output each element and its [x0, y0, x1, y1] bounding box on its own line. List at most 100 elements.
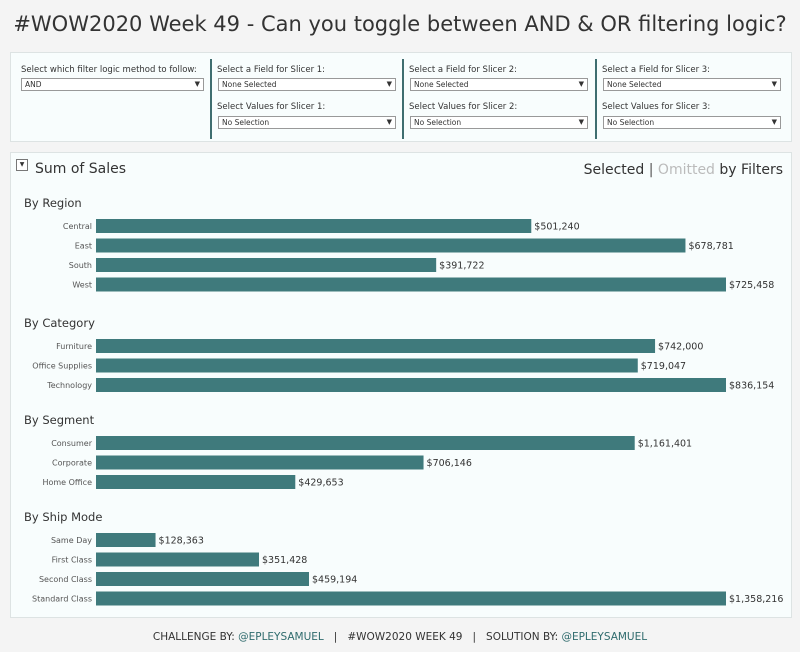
category-label: Furniture	[56, 342, 92, 351]
slicer-1-field-select[interactable]: None Selected ▼	[218, 78, 396, 91]
category-label: West	[72, 281, 92, 290]
category-label: Consumer	[51, 439, 93, 448]
legend-selected: Selected	[583, 162, 645, 178]
bar	[96, 455, 424, 470]
bar	[96, 358, 638, 373]
chart-panel: ▼ Sum of Sales Selected | Omitted by Fil…	[10, 152, 792, 618]
slicer-1-field-label: Select a Field for Slicer 1:	[217, 65, 326, 75]
bar	[96, 219, 532, 233]
category-label: Home Office	[42, 478, 92, 487]
chevron-down-icon: ▼	[771, 80, 777, 88]
chevron-down-icon: ▼	[194, 80, 200, 88]
slicer-2-field-label: Select a Field for Slicer 2:	[409, 65, 518, 75]
slicer-1-values-value: No Selection	[222, 118, 270, 127]
footer-solution-label: SOLUTION BY:	[486, 631, 562, 643]
category-label: Central	[63, 222, 92, 231]
divider	[595, 59, 597, 139]
slicer-1-values-select[interactable]: No Selection ▼	[218, 116, 396, 129]
category-label: East	[75, 242, 92, 251]
slicer-3-field-value: None Selected	[607, 80, 662, 89]
slicer-3-field-select[interactable]: None Selected ▼	[603, 78, 781, 91]
bar	[96, 572, 309, 586]
data-label: $706,146	[427, 458, 472, 469]
chevron-down-icon: ▼	[386, 80, 392, 88]
data-label: $836,154	[729, 381, 774, 392]
bar-charts: By Region Central $501,240 East $678,781 Sout…	[24, 196, 783, 606]
footer-separator: |	[462, 631, 487, 643]
footer-week: #WOW2020 WEEK 49	[347, 631, 463, 643]
bar	[96, 475, 296, 489]
slicer-2-values-label: Select Values for Slicer 2:	[409, 102, 518, 112]
bar	[96, 552, 260, 567]
chevron-down-icon: ▼	[578, 118, 584, 126]
bar	[96, 258, 437, 272]
data-label: $1,161,401	[638, 439, 692, 450]
slicer-3-field-label: Select a Field for Slicer 3:	[602, 65, 711, 75]
slicer-2-values-select[interactable]: No Selection ▼	[410, 116, 588, 129]
footer: CHALLENGE BY: @EPLEYSAMUEL | #WOW2020 WE…	[0, 631, 800, 643]
divider	[210, 59, 212, 139]
data-label: $742,000	[658, 342, 703, 353]
footer-separator: |	[323, 631, 348, 643]
data-label: $459,194	[312, 575, 357, 586]
section-title: By Category	[24, 316, 95, 330]
slicer-1-group: Select a Field for Slicer 1: None Select…	[217, 53, 403, 141]
footer-challenge-handle[interactable]: @EPLEYSAMUEL	[238, 631, 324, 643]
bar	[96, 591, 726, 606]
category-label: South	[69, 261, 92, 270]
slicer-3-group: Select a Field for Slicer 3: None Select…	[602, 53, 788, 141]
slicer-2-field-select[interactable]: None Selected ▼	[410, 78, 588, 91]
filter-bar: Select which filter logic method to foll…	[10, 52, 792, 142]
legend-separator: |	[648, 162, 654, 178]
slicer-2-values-value: No Selection	[414, 118, 462, 127]
category-label: Same Day	[51, 536, 92, 545]
bar	[96, 238, 686, 253]
slicer-1-field-value: None Selected	[222, 80, 277, 89]
category-label: Standard Class	[32, 595, 92, 604]
bar	[96, 339, 656, 353]
slicer-3-values-label: Select Values for Slicer 3:	[602, 102, 711, 112]
section-title: By Segment	[24, 413, 95, 427]
category-label: First Class	[52, 556, 92, 565]
legend-suffix: by Filters	[719, 162, 783, 178]
divider	[402, 59, 404, 139]
filter-legend: Selected | Omitted by Filters	[584, 162, 783, 178]
filter-logic-label: Select which filter logic method to foll…	[21, 65, 197, 75]
category-label: Technology	[46, 381, 92, 390]
chevron-down-icon: ▼	[578, 80, 584, 88]
slicer-3-values-select[interactable]: No Selection ▼	[603, 116, 781, 129]
chevron-down-icon: ▼	[19, 161, 25, 168]
footer-solution-handle[interactable]: @EPLEYSAMUEL	[561, 631, 648, 643]
data-label: $429,653	[298, 478, 343, 489]
category-label: Second Class	[39, 575, 92, 584]
filter-logic-value: AND	[25, 80, 42, 89]
section-title: By Region	[24, 196, 82, 210]
chart-menu-button[interactable]: ▼	[16, 159, 28, 171]
bar	[96, 533, 156, 547]
slicer-3-values-value: No Selection	[607, 118, 655, 127]
chevron-down-icon: ▼	[771, 118, 777, 126]
page-title: #WOW2020 Week 49 - Can you toggle betwee…	[13, 12, 787, 36]
data-label: $351,428	[262, 555, 307, 566]
bar	[96, 277, 726, 292]
data-label: $725,458	[729, 280, 774, 291]
legend-omitted: Omitted	[657, 162, 715, 178]
slicer-2-group: Select a Field for Slicer 2: None Select…	[409, 53, 595, 141]
slicer-2-field-value: None Selected	[414, 80, 469, 89]
chart-title: Sum of Sales	[35, 161, 127, 177]
category-label: Office Supplies	[32, 362, 92, 371]
filter-logic-group: Select which filter logic method to foll…	[11, 53, 211, 141]
chevron-down-icon: ▼	[386, 118, 392, 126]
footer-challenge-label: CHALLENGE BY:	[152, 631, 239, 643]
data-label: $719,047	[641, 361, 686, 372]
data-label: $128,363	[159, 536, 204, 547]
bar	[96, 436, 635, 450]
slicer-1-values-label: Select Values for Slicer 1:	[217, 102, 326, 112]
data-label: $1,358,216	[729, 594, 783, 605]
filter-logic-select[interactable]: AND ▼	[21, 78, 204, 91]
bar	[96, 378, 726, 392]
data-label: $391,722	[439, 261, 484, 272]
data-label: $501,240	[534, 222, 579, 233]
data-label: $678,781	[688, 241, 733, 252]
section-title: By Ship Mode	[24, 510, 102, 524]
